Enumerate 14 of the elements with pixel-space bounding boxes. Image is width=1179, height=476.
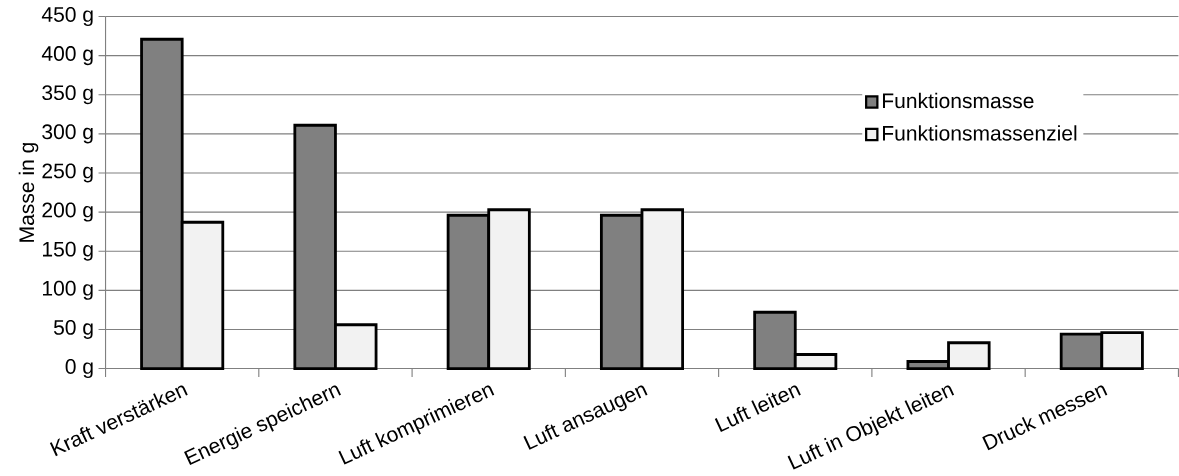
y-tick-label: 100 g [43,280,93,300]
x-tick-label: Luft leiten [714,385,801,432]
y-tick-label: 150 g [43,241,93,261]
y-tick-label: 50 g [53,319,93,339]
legend-label: Funktionsmasse [883,92,1034,109]
y-tick-label: 350 g [42,85,93,105]
y-tick-label: 450 g [41,6,93,27]
y-tick-label: 0 g [65,358,93,379]
y-tick-label: 400 g [41,46,93,66]
legend-label: Funktionsmassenziel [883,125,1077,141]
y-tick-label: 300 g [42,124,93,144]
y-axis-title: Masse in g [18,143,39,242]
y-tick-label: 200 g [42,202,93,222]
y-tick-label: 250 g [42,163,93,183]
